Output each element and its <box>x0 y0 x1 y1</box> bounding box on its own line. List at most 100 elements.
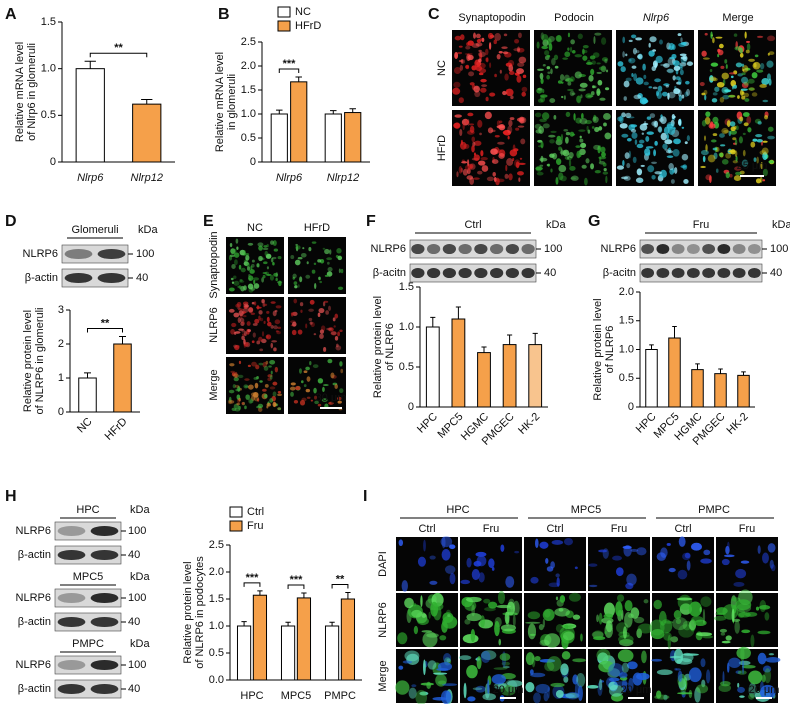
error-bar <box>295 76 302 82</box>
stain <box>231 407 237 411</box>
stain <box>580 94 583 99</box>
stain <box>585 93 593 99</box>
stain <box>473 560 482 567</box>
stain <box>631 65 637 69</box>
stain <box>567 81 572 86</box>
stain <box>466 613 482 622</box>
stain <box>273 248 279 252</box>
stain <box>674 167 678 174</box>
stain <box>314 395 318 400</box>
stain <box>440 536 453 548</box>
stain <box>562 149 570 157</box>
stain <box>688 667 702 683</box>
stain <box>635 177 644 183</box>
condition-header: Ctrl <box>546 523 563 535</box>
stain <box>542 63 546 67</box>
y-tick-label: 1.5 <box>241 84 256 96</box>
stain <box>554 65 559 69</box>
condition-header: Fru <box>739 523 756 535</box>
stain <box>299 368 302 374</box>
stain <box>740 560 750 564</box>
stain <box>556 158 562 165</box>
stain <box>329 249 332 255</box>
stain <box>504 173 509 179</box>
condition-header: Ctrl <box>418 523 435 535</box>
stain <box>543 692 549 702</box>
stain <box>730 126 736 132</box>
stain <box>277 407 281 410</box>
stain <box>680 165 687 168</box>
stain <box>309 299 315 305</box>
stain <box>618 672 628 679</box>
size-label: 100 <box>128 592 146 604</box>
bar <box>280 625 296 681</box>
stain <box>767 52 770 56</box>
stain <box>291 329 297 336</box>
bar <box>344 112 362 163</box>
stain <box>539 658 556 663</box>
stain <box>671 53 677 59</box>
stain <box>668 42 675 50</box>
stain <box>443 652 452 664</box>
stain <box>639 123 648 131</box>
stain <box>500 544 505 552</box>
stain <box>582 49 588 54</box>
stain <box>231 281 235 284</box>
stain <box>465 596 482 603</box>
stain <box>751 92 758 97</box>
stain <box>251 259 255 263</box>
stain <box>266 310 270 314</box>
band-label: β-acitn <box>603 267 636 279</box>
stain <box>711 98 718 103</box>
panel-letter: C <box>428 6 440 23</box>
stain <box>604 58 608 64</box>
stain <box>740 646 745 662</box>
size-label: 100 <box>128 525 146 537</box>
stain <box>737 670 747 675</box>
stain <box>630 607 640 619</box>
stain <box>650 629 665 640</box>
stain <box>243 384 249 389</box>
stain <box>244 252 250 256</box>
stain <box>326 327 333 331</box>
stain <box>648 50 655 57</box>
stain <box>458 165 463 174</box>
stain <box>731 608 735 623</box>
stain <box>328 327 334 332</box>
stain <box>641 650 647 664</box>
stain <box>267 377 272 382</box>
stain <box>567 47 570 51</box>
stain <box>738 660 751 666</box>
stain <box>467 119 470 126</box>
stain <box>715 612 726 616</box>
size-label: 40 <box>128 683 140 695</box>
y-tick-label: 1.0 <box>619 343 634 355</box>
stain <box>736 646 751 660</box>
stain <box>490 148 498 155</box>
stain <box>572 674 579 685</box>
error-bar <box>695 363 700 370</box>
stain <box>575 95 581 103</box>
panel-letter: B <box>218 6 230 23</box>
condition-header: Fru <box>611 523 628 535</box>
stain <box>332 317 336 322</box>
stain <box>491 567 495 571</box>
stain <box>707 154 716 163</box>
stain <box>466 42 470 46</box>
stain <box>534 655 541 662</box>
stain <box>508 64 514 72</box>
stain <box>721 558 730 566</box>
stain <box>628 677 634 692</box>
x-tick-label: HPC <box>240 690 263 702</box>
stain <box>340 368 344 374</box>
stain <box>234 407 241 412</box>
group-header: HPC <box>446 504 469 516</box>
stain <box>517 125 525 128</box>
stain <box>712 92 718 96</box>
stain <box>548 582 560 588</box>
stain <box>681 126 685 129</box>
stain <box>415 689 428 704</box>
stain <box>330 372 335 379</box>
stain <box>533 692 541 704</box>
stain <box>470 629 476 643</box>
